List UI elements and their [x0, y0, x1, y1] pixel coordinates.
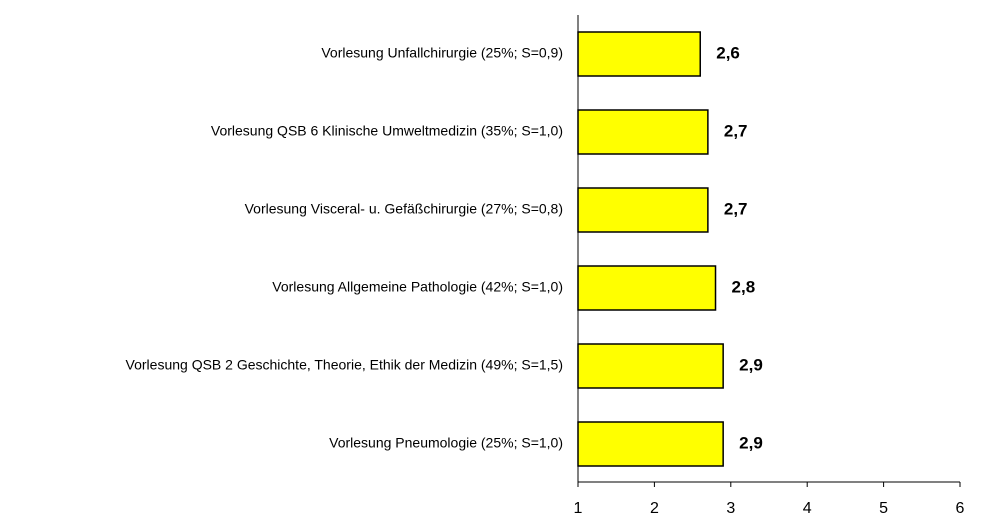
- bar: [577, 187, 709, 233]
- value-label: 2,9: [739, 355, 763, 374]
- bar: [577, 343, 724, 389]
- x-tick-label: 5: [879, 500, 888, 517]
- value-label: 2,9: [739, 433, 763, 452]
- category-label: Vorlesung Visceral- u. Gefäßchirurgie (2…: [245, 201, 563, 217]
- value-label: 2,6: [716, 43, 740, 62]
- category-label: Vorlesung QSB 6 Klinische Umweltmedizin …: [211, 123, 563, 139]
- value-label: 2,7: [724, 121, 748, 140]
- x-tick-label: 2: [650, 500, 659, 517]
- x-tick-label: 3: [726, 500, 735, 517]
- value-label: 2,7: [724, 199, 748, 218]
- x-tick-label: 6: [956, 500, 965, 517]
- bar: [577, 265, 717, 311]
- category-label: Vorlesung Unfallchirurgie (25%; S=0,9): [321, 45, 563, 61]
- value-label: 2,8: [732, 277, 756, 296]
- bar: [577, 31, 701, 77]
- category-label: Vorlesung Allgemeine Pathologie (42%; S=…: [272, 279, 563, 295]
- x-tick-label: 4: [803, 500, 812, 517]
- category-label: Vorlesung Pneumologie (25%; S=1,0): [329, 435, 563, 451]
- x-tick-label: 1: [574, 500, 583, 517]
- bar: [577, 421, 724, 467]
- bar: [577, 109, 709, 155]
- category-label: Vorlesung QSB 2 Geschichte, Theorie, Eth…: [126, 357, 563, 373]
